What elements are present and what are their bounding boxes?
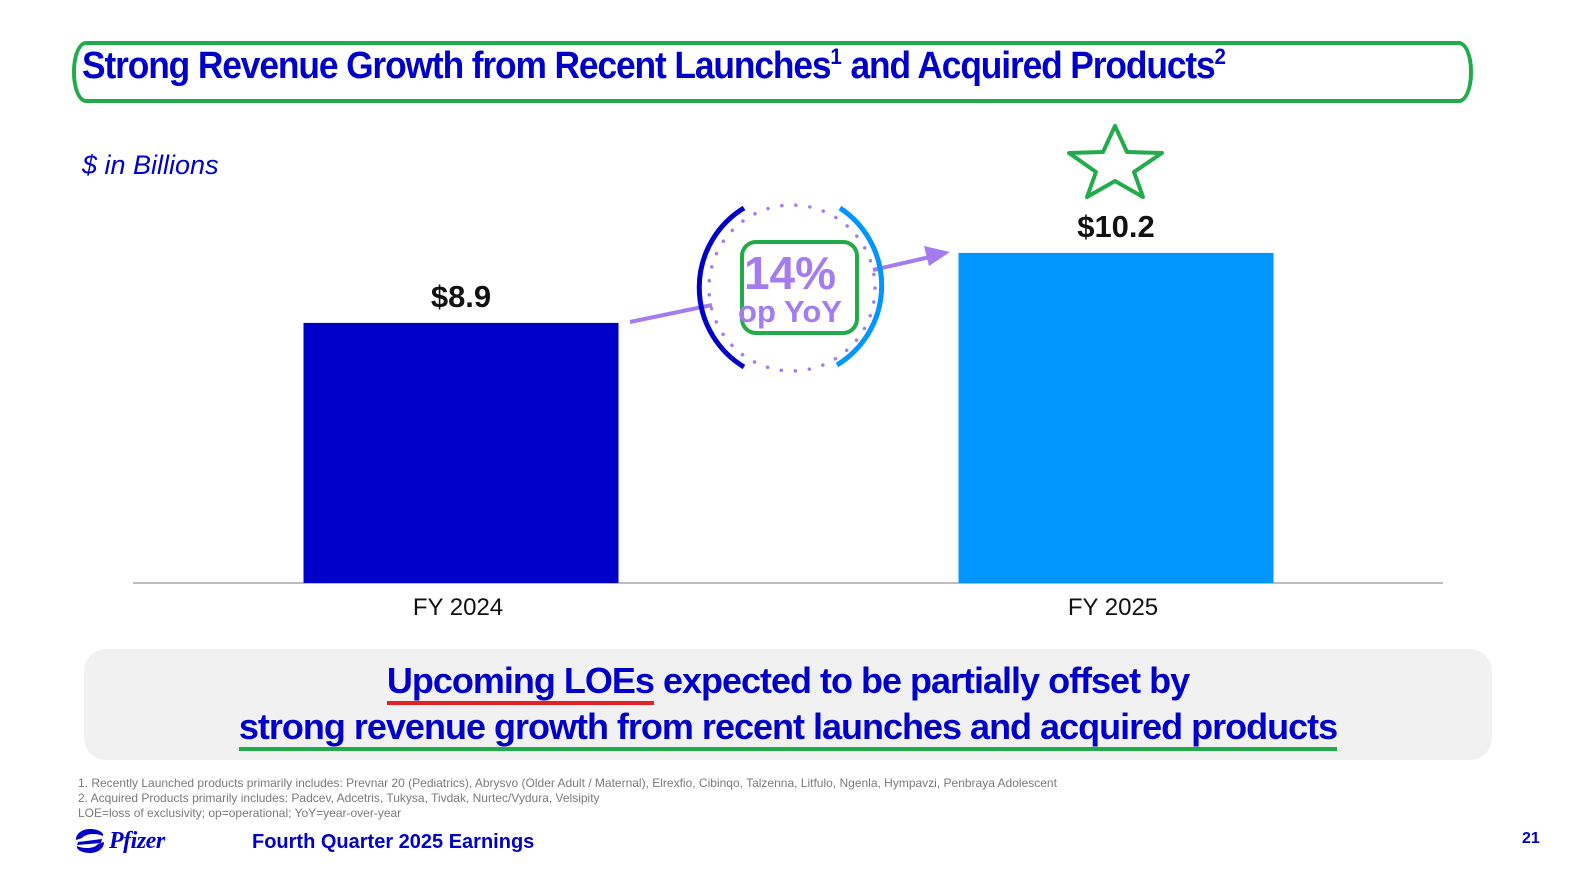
x-tick-label: FY 2025 [1068,594,1158,621]
pfizer-logo-text: Pfizer [109,827,165,854]
footnote-2: 2. Acquired Products primarily includes:… [78,791,600,805]
callout-box [84,649,1492,760]
footnote-ref-2: 2 [1214,44,1226,69]
pfizer-logo: Pfizer [73,826,165,856]
callout-line-2: strong revenue growth from recent launch… [84,706,1492,751]
bar-fy-2024 [303,322,619,583]
ring-arc-right [835,205,885,368]
footnote-1: 1. Recently Launched products primarily … [78,776,1057,790]
yoy-highlight-box [740,240,859,335]
growth-arrow-head-icon [924,246,950,266]
units-label: $ in Billions [82,150,219,180]
callout-line-1: Upcoming LOEs expected to be partially o… [84,660,1492,705]
page-number: 21 [1522,830,1540,847]
title-text-1: Strong Revenue Growth from Recent Launch… [82,45,832,87]
slide-title: Strong Revenue Growth from Recent Launch… [82,44,1226,88]
footer-title: Fourth Quarter 2025 Earnings [252,831,535,853]
yoy-percent: 14% [744,247,836,299]
data-label: $8.9 [431,279,491,314]
yoy-label: op YoY [738,294,842,329]
dotted-ring [707,203,877,373]
bar-chart: $8.9 FY 2024 $10.2 FY 2025 14% op YoY [133,124,1443,621]
bar-fy-2025 [958,252,1274,583]
title-text-2: and Acquired Products [841,45,1215,87]
star-outline-icon [1067,124,1164,199]
callout-underlined-green: strong revenue growth from recent launch… [238,706,1338,751]
data-label: $10.2 [1077,209,1155,244]
growth-arrow-line-left [629,303,713,324]
callout-line-1-rest: expected to be partially offset by [653,660,1190,701]
footnote-ref-1: 1 [830,44,842,69]
pfizer-logo-icon [76,829,104,853]
callout-underlined-red: Upcoming LOEs [386,660,655,705]
yoy-growth-annotation: 14% op YoY [629,203,950,373]
title-highlight-box [72,41,1473,103]
footnote-3: LOE=loss of exclusivity; op=operational;… [78,806,402,820]
ring-arc-left [696,205,746,370]
x-tick-label: FY 2024 [413,594,503,621]
